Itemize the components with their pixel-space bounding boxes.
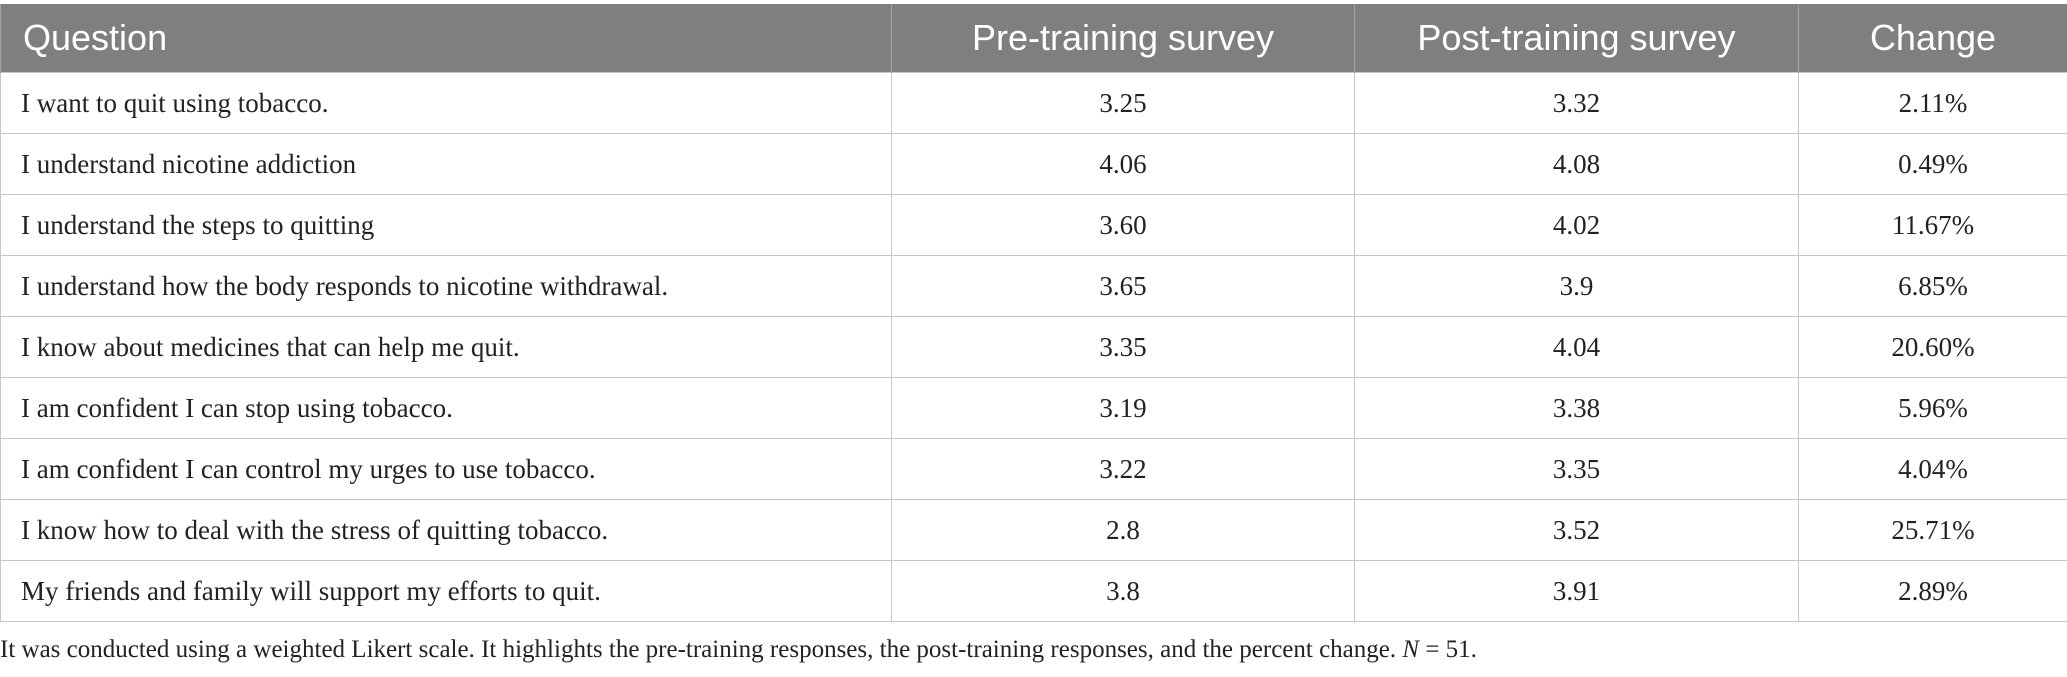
cell-change: 2.89%	[1798, 560, 2067, 622]
table-row: I want to quit using tobacco. 3.25 3.32 …	[0, 72, 2067, 134]
cell-question: I know about medicines that can help me …	[0, 316, 892, 378]
cell-change: 5.96%	[1798, 377, 2067, 439]
table-row: I understand the steps to quitting 3.60 …	[0, 194, 2067, 256]
cell-pre: 3.35	[891, 316, 1355, 378]
table-row: I know how to deal with the stress of qu…	[0, 499, 2067, 561]
cell-change: 2.11%	[1798, 72, 2067, 134]
cell-post: 4.02	[1354, 194, 1799, 256]
cell-question: I am confident I can control my urges to…	[0, 438, 892, 500]
cell-question: I understand the steps to quitting	[0, 194, 892, 256]
survey-table-container: Question Pre-training survey Post-traini…	[0, 4, 2067, 622]
table-row: I know about medicines that can help me …	[0, 316, 2067, 378]
table-row: I understand nicotine addiction 4.06 4.0…	[0, 133, 2067, 195]
table-header: Question Pre-training survey Post-traini…	[0, 4, 2067, 73]
cell-change: 20.60%	[1798, 316, 2067, 378]
cell-question: I am confident I can stop using tobacco.	[0, 377, 892, 439]
cell-post: 3.35	[1354, 438, 1799, 500]
header-post-training: Post-training survey	[1354, 4, 1799, 73]
cell-change: 25.71%	[1798, 499, 2067, 561]
table-row: My friends and family will support my ef…	[0, 560, 2067, 622]
survey-results-table: Question Pre-training survey Post-traini…	[0, 4, 2067, 622]
header-row: Question Pre-training survey Post-traini…	[0, 4, 2067, 73]
cell-change: 4.04%	[1798, 438, 2067, 500]
cell-pre: 3.19	[891, 377, 1355, 439]
footnote-n-value: = 51.	[1419, 636, 1477, 663]
cell-question: I understand how the body responds to ni…	[0, 255, 892, 317]
header-change: Change	[1798, 4, 2067, 73]
table-footnote: It was conducted using a weighted Likert…	[0, 636, 1477, 664]
cell-question: My friends and family will support my ef…	[0, 560, 892, 622]
table-row: I am confident I can control my urges to…	[0, 438, 2067, 500]
cell-question: I want to quit using tobacco.	[0, 72, 892, 134]
cell-post: 4.04	[1354, 316, 1799, 378]
cell-change: 11.67%	[1798, 194, 2067, 256]
cell-pre: 3.22	[891, 438, 1355, 500]
header-pre-training: Pre-training survey	[891, 4, 1355, 73]
cell-change: 0.49%	[1798, 133, 2067, 195]
cell-question: I know how to deal with the stress of qu…	[0, 499, 892, 561]
cell-pre: 4.06	[891, 133, 1355, 195]
footnote-n-label: N	[1402, 636, 1420, 663]
table-row: I am confident I can stop using tobacco.…	[0, 377, 2067, 439]
cell-pre: 3.8	[891, 560, 1355, 622]
cell-pre: 3.65	[891, 255, 1355, 317]
cell-pre: 3.25	[891, 72, 1355, 134]
cell-change: 6.85%	[1798, 255, 2067, 317]
cell-post: 3.9	[1354, 255, 1799, 317]
header-question: Question	[0, 4, 892, 73]
table-body: I want to quit using tobacco. 3.25 3.32 …	[0, 72, 2067, 622]
cell-post: 3.32	[1354, 72, 1799, 134]
cell-pre: 2.8	[891, 499, 1355, 561]
cell-question: I understand nicotine addiction	[0, 133, 892, 195]
cell-post: 3.91	[1354, 560, 1799, 622]
cell-post: 3.52	[1354, 499, 1799, 561]
cell-post: 4.08	[1354, 133, 1799, 195]
footnote-text: It was conducted using a weighted Likert…	[0, 636, 1397, 663]
cell-pre: 3.60	[891, 194, 1355, 256]
table-row: I understand how the body responds to ni…	[0, 255, 2067, 317]
cell-post: 3.38	[1354, 377, 1799, 439]
